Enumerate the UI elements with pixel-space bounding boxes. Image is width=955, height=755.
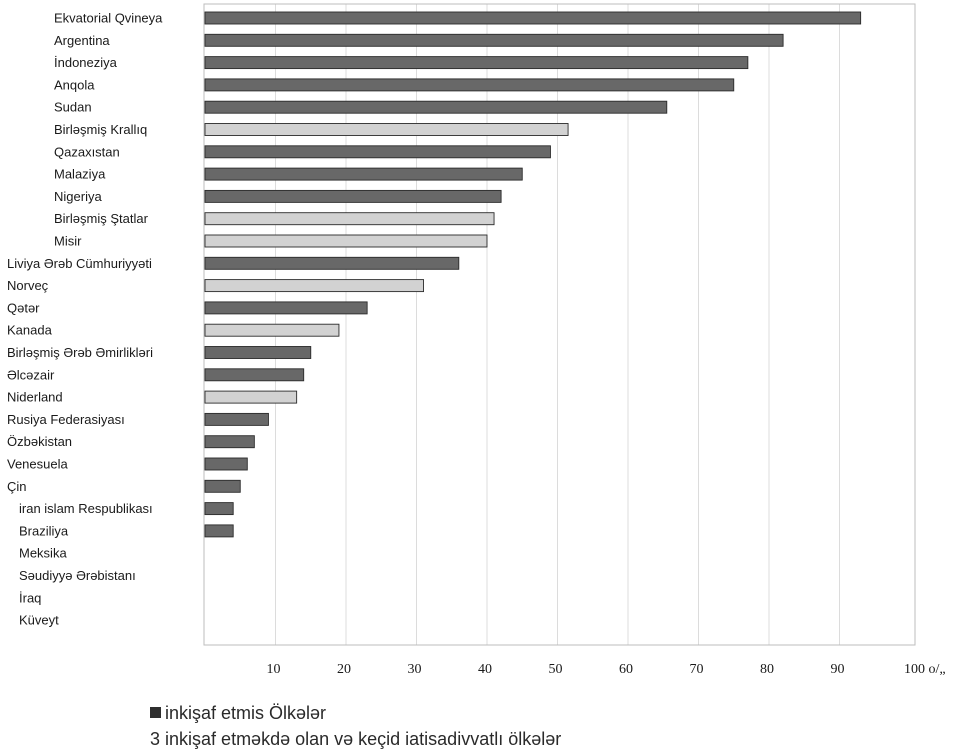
category-label: Qazaxıstan	[54, 144, 120, 159]
bar	[204, 457, 248, 471]
x-tick-label: 10	[267, 662, 281, 677]
bar	[204, 167, 523, 181]
bar	[204, 234, 488, 248]
category-label: Misir	[54, 234, 82, 249]
bar	[204, 78, 735, 92]
legend: inkişaf etmis Ölkələr 3 inkişaf etməkdə …	[150, 700, 561, 752]
legend-item-developed: inkişaf etmis Ölkələr	[150, 700, 561, 726]
bar-chart: Ekvatorial Qvineya Argentina İndoneziya Anq…	[7, 3, 946, 677]
bar	[204, 524, 234, 538]
bar	[204, 189, 502, 203]
bar	[204, 11, 862, 25]
category-label: Anqola	[54, 77, 95, 92]
legend-label-developing: inkişaf etməkdə olan və keçid iatisadivv…	[165, 729, 562, 749]
bar	[204, 390, 298, 404]
category-label: Norveç	[7, 278, 49, 293]
category-label: Braziliya	[19, 523, 69, 538]
category-label: Qətər	[7, 300, 40, 315]
plot-frame	[203, 3, 916, 646]
bar	[204, 145, 551, 159]
x-tick-label: 30	[408, 662, 422, 677]
x-tick-label: 70	[690, 662, 704, 677]
x-tick-label: 20	[337, 662, 351, 677]
bar	[204, 435, 255, 449]
category-label: Meksika	[19, 546, 67, 561]
category-label: Ekvatorial Qvineya	[54, 11, 163, 26]
category-label: Birləşmiş Krallıq	[54, 122, 147, 137]
category-label: Birləşmiş Ərəb Əmirlikləri	[7, 345, 153, 360]
bar	[204, 100, 668, 114]
bar	[204, 279, 425, 293]
x-tick-label: 90	[831, 662, 845, 677]
category-label: Özbəkistan	[7, 434, 72, 449]
category-label: Kanada	[7, 323, 53, 338]
category-label: Səudiyyə Ərəbistanı	[19, 568, 136, 583]
x-tick-label: 80	[760, 662, 774, 677]
category-label: Malaziya	[54, 167, 106, 182]
x-tick-label: 50	[549, 662, 563, 677]
category-label: Niderland	[7, 390, 63, 405]
category-label: İndoneziya	[54, 55, 118, 70]
category-label: Küveyt	[19, 613, 59, 628]
bar	[204, 323, 340, 337]
legend-item-developing: 3 inkişaf etməkdə olan və keçid iatisadi…	[150, 726, 561, 752]
category-label: Liviya Ərəb Cümhuriyyəti	[7, 256, 152, 271]
bar	[204, 368, 305, 382]
bar	[204, 479, 241, 493]
category-label: Çin	[7, 479, 27, 494]
category-label: Venesuela	[7, 457, 68, 472]
bar	[204, 346, 312, 359]
category-label: Əlcəzair	[7, 367, 55, 382]
chart: Ekvatorial Qvineya Argentina İndoneziya Anq…	[7, 3, 946, 677]
x-tick-label: 100 o/„	[904, 662, 946, 677]
category-label: Birləşmiş Ştatlar	[54, 211, 149, 226]
category-label: iran islam Respublikası	[19, 501, 153, 516]
bar	[204, 123, 569, 136]
bar	[204, 212, 495, 226]
category-label: İraq	[19, 590, 41, 605]
bar	[204, 256, 460, 270]
category-label: Sudan	[54, 100, 92, 115]
category-label: Rusiya Federasiyası	[7, 412, 125, 427]
bar	[204, 502, 234, 516]
legend-square-icon	[150, 707, 161, 718]
x-tick-label: 60	[619, 662, 633, 677]
bar	[204, 301, 368, 315]
bar	[204, 56, 749, 70]
bar	[204, 33, 784, 47]
legend-label-developed: inkişaf etmis Ölkələr	[165, 703, 327, 723]
legend-marker-developing: 3	[150, 729, 161, 749]
x-tick-label: 40	[478, 662, 492, 677]
bar	[204, 412, 269, 426]
category-label: Nigeriya	[54, 189, 102, 204]
category-label: Argentina	[54, 33, 110, 48]
